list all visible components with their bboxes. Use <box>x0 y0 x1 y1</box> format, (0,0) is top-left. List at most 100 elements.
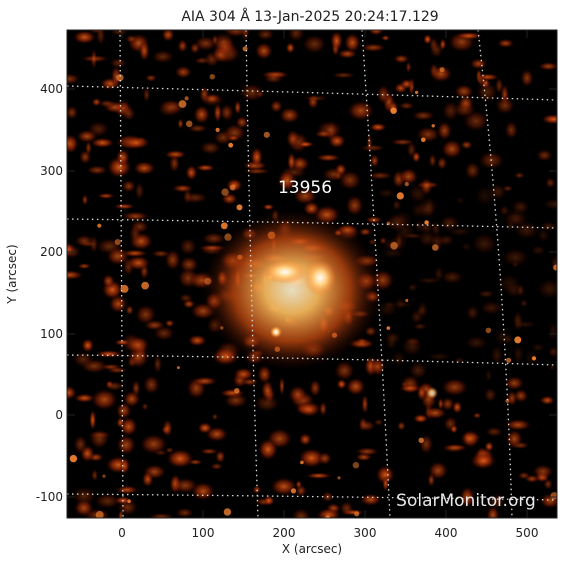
network-blob <box>113 203 136 210</box>
network-blob <box>138 40 150 62</box>
network-blob <box>428 153 437 168</box>
network-blob <box>81 194 88 206</box>
network-blob <box>97 192 115 199</box>
active-region-hotspot <box>263 260 307 284</box>
network-blob <box>471 232 498 255</box>
network-blob <box>151 49 175 64</box>
network-blob <box>109 57 127 69</box>
network-bright-grain <box>506 357 512 363</box>
network-blob <box>485 368 493 383</box>
network-blob <box>161 30 175 42</box>
network-blob <box>235 115 249 129</box>
network-blob <box>477 289 495 298</box>
network-bright-grain <box>114 239 121 245</box>
network-blob <box>195 164 216 172</box>
network-blob <box>517 471 531 480</box>
network-blob <box>199 448 219 455</box>
network-blob <box>87 120 110 138</box>
network-blob <box>361 394 369 415</box>
y-tick-label: 100 <box>40 327 63 341</box>
network-blob <box>139 433 168 455</box>
network-blob <box>392 199 402 212</box>
network-blob <box>501 248 529 267</box>
network-blob <box>98 99 116 108</box>
network-blob <box>91 468 99 482</box>
network-blob <box>358 227 372 236</box>
network-blob <box>90 48 98 70</box>
x-tick-label: 100 <box>192 526 215 540</box>
network-blob <box>256 90 265 98</box>
network-bright-grain <box>221 188 229 196</box>
network-blob <box>532 464 554 479</box>
network-blob <box>545 177 556 189</box>
network-blob <box>406 141 417 159</box>
network-blob <box>523 349 541 367</box>
network-blob <box>164 249 181 271</box>
network-bright-grain <box>236 204 243 211</box>
network-blob <box>537 228 550 243</box>
network-blob <box>407 282 419 292</box>
heliographic-grid <box>67 30 557 518</box>
network-blob <box>368 30 384 36</box>
network-blob <box>110 30 129 36</box>
network-blob <box>490 344 504 366</box>
network-blob <box>148 512 175 518</box>
network-blob <box>287 30 305 42</box>
network-blob <box>205 426 228 442</box>
network-blob <box>298 448 325 468</box>
network-blob <box>81 338 95 353</box>
network-blob <box>250 146 263 168</box>
x-tick-label: 200 <box>273 526 296 540</box>
network-blob <box>390 138 415 146</box>
network-blob <box>464 161 481 180</box>
network-blob <box>381 34 390 42</box>
network-blob <box>73 499 94 517</box>
network-blob <box>376 188 396 199</box>
network-blob <box>370 357 386 377</box>
network-blob <box>79 149 92 165</box>
network-blob <box>455 32 483 40</box>
network-bright-grain <box>116 74 124 82</box>
network-bright-grain <box>300 460 304 465</box>
network-blob <box>164 319 175 328</box>
network-blob <box>89 409 97 431</box>
network-blob <box>106 366 128 374</box>
network-blob <box>408 361 428 380</box>
network-blob <box>398 101 415 110</box>
network-blob <box>441 139 463 159</box>
network-bright-grain <box>485 327 492 334</box>
network-blob <box>102 274 115 288</box>
network-bright-grain <box>185 120 193 128</box>
network-blob <box>189 42 201 55</box>
network-bright-grain <box>127 499 131 504</box>
network-blob <box>174 65 193 79</box>
network-blob <box>410 201 424 219</box>
network-blob <box>215 450 226 464</box>
network-blob <box>125 335 150 355</box>
network-blob <box>121 179 136 193</box>
network-blob <box>469 452 497 470</box>
network-blob <box>483 387 497 403</box>
network-blob <box>520 68 534 88</box>
plot-frame <box>66 29 558 519</box>
network-blob <box>126 255 151 271</box>
network-blob <box>278 376 285 396</box>
network-blob <box>339 501 354 516</box>
network-blob <box>458 95 474 112</box>
network-blob <box>514 171 525 179</box>
network-bright-grain <box>178 100 187 108</box>
network-blob <box>391 350 407 368</box>
network-bright-grain <box>396 192 404 200</box>
network-blob <box>512 344 525 365</box>
network-blob <box>298 402 321 418</box>
network-bright-grain <box>184 96 189 101</box>
network-blob <box>199 141 222 155</box>
y-tick-label: -100 <box>36 490 63 504</box>
network-blob <box>115 401 132 420</box>
network-blob <box>437 120 452 141</box>
network-blob <box>487 492 506 510</box>
network-blob <box>223 392 249 409</box>
network-blob <box>292 187 318 205</box>
network-blob <box>548 321 557 342</box>
network-blob <box>436 156 448 170</box>
